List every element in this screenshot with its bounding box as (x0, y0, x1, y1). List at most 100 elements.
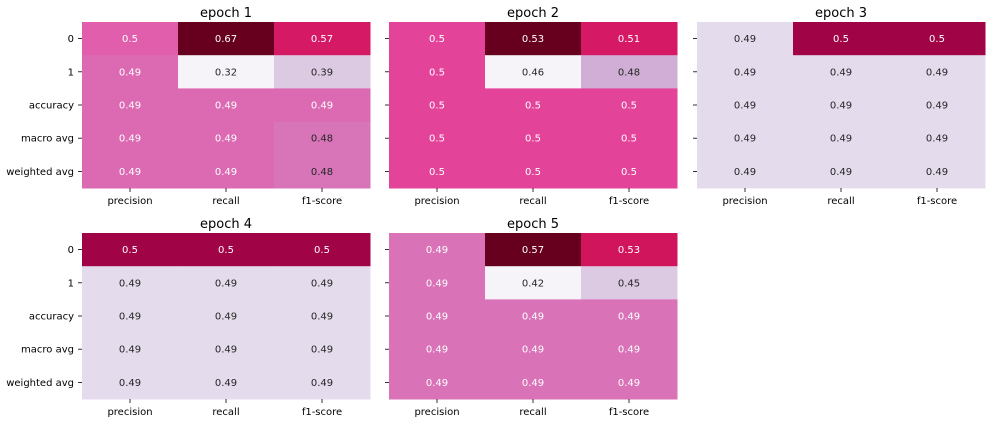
heatmap-panel: epoch 3 0.49 0.5 0.5 0.49 0.49 0.49 0.49 0.49 0.4… (693, 6, 986, 207)
cell-value-label: 0.5 (525, 101, 541, 112)
y-tick-label: macro avg (21, 345, 74, 356)
cell-value-label: 0.5 (429, 167, 445, 178)
cell-value-label: 0.5 (621, 134, 637, 145)
heatmap-cell (581, 332, 678, 367)
heatmap-cell (485, 266, 582, 300)
cell-value-label: 0.51 (618, 34, 640, 45)
heatmap-cell (485, 121, 582, 156)
heatmap-cell (485, 365, 582, 400)
cell-value-label: 0.49 (215, 167, 237, 178)
cell-value-label: 0.5 (525, 134, 541, 145)
heatmap-cell (485, 233, 582, 267)
panel-title: epoch 2 (507, 6, 559, 21)
heatmap-panel: epoch 5 0.49 0.57 0.53 0.49 0.42 0.45 0.49 0.49 0… (385, 217, 678, 418)
cell-value-label: 0.49 (618, 312, 640, 323)
cell-value-label: 0.49 (618, 345, 640, 356)
x-tick-label: recall (519, 196, 546, 207)
cell-value-label: 0.5 (833, 34, 849, 45)
cell-value-label: 0.5 (429, 67, 445, 78)
cell-value-label: 0.49 (734, 67, 756, 78)
heatmap-panel: epoch 1 0.5 0.67 0.57 0.49 0.32 0.39 0.49 0.49 0.… (6, 6, 371, 207)
cell-value-label: 0.48 (311, 134, 333, 145)
panel-title: epoch 4 (200, 217, 252, 232)
cell-value-label: 0.49 (311, 345, 333, 356)
cell-value-label: 0.49 (734, 134, 756, 145)
y-tick-label: accuracy (29, 312, 74, 323)
heatmap-cell (389, 55, 486, 89)
cell-value-label: 0.49 (215, 345, 237, 356)
heatmap-cell (697, 22, 794, 56)
cell-value-label: 0.49 (119, 278, 141, 289)
cell-value-label: 0.49 (311, 312, 333, 323)
cell-value-label: 0.49 (119, 167, 141, 178)
cell-value-label: 0.57 (311, 34, 333, 45)
heatmap-cell (889, 154, 986, 189)
heatmap-cell (274, 233, 371, 267)
cell-value-label: 0.49 (926, 134, 948, 145)
y-tick-label: accuracy (29, 101, 74, 112)
cell-value-label: 0.49 (311, 378, 333, 389)
cell-value-label: 0.42 (522, 278, 544, 289)
cell-value-label: 0.49 (830, 134, 852, 145)
cell-value-label: 0.49 (522, 312, 544, 323)
heatmap-cell (581, 55, 678, 89)
cell-value-label: 0.5 (429, 134, 445, 145)
cell-value-label: 0.49 (522, 378, 544, 389)
heatmap-cell (581, 299, 678, 334)
x-tick-label: recall (212, 407, 239, 418)
heatmap-cell (274, 55, 371, 89)
heatmap-cell (485, 332, 582, 367)
heatmap-cell (697, 154, 794, 189)
heatmap-cell (389, 233, 486, 267)
heatmap-cell (82, 121, 179, 156)
cell-value-label: 0.49 (119, 101, 141, 112)
cell-value-label: 0.49 (734, 101, 756, 112)
cell-value-label: 0.49 (926, 167, 948, 178)
cell-value-label: 0.49 (215, 312, 237, 323)
heatmap-cell (889, 121, 986, 156)
cell-value-label: 0.49 (734, 34, 756, 45)
heatmap-panel: epoch 2 0.5 0.53 0.51 0.5 0.46 0.48 0.5 0.5 0.5 0.… (385, 6, 678, 207)
cell-value-label: 0.49 (215, 378, 237, 389)
cell-value-label: 0.57 (522, 245, 544, 256)
heatmap-cell (485, 22, 582, 56)
heatmap-cell (581, 365, 678, 400)
cell-value-label: 0.49 (215, 101, 237, 112)
heatmap-cell (178, 88, 275, 123)
cell-value-label: 0.53 (618, 245, 640, 256)
x-tick-label: recall (827, 196, 854, 207)
cell-value-label: 0.5 (929, 34, 945, 45)
heatmap-cell (389, 88, 486, 123)
cell-value-label: 0.49 (119, 312, 141, 323)
cell-value-label: 0.49 (119, 378, 141, 389)
x-tick-label: precision (107, 196, 152, 207)
heatmap-cell (178, 121, 275, 156)
heatmap-cell (82, 365, 179, 400)
cell-value-label: 0.5 (314, 245, 330, 256)
cell-value-label: 0.49 (734, 167, 756, 178)
heatmap-cell (178, 365, 275, 400)
heatmap-cell (389, 332, 486, 367)
heatmap-cell (389, 299, 486, 334)
x-tick-label: f1-score (302, 407, 342, 418)
heatmap-cell (274, 88, 371, 123)
cell-value-label: 0.49 (830, 101, 852, 112)
heatmap-cell (581, 88, 678, 123)
heatmap-cell (82, 55, 179, 89)
heatmap-cell (274, 365, 371, 400)
x-tick-label: precision (722, 196, 767, 207)
heatmap-cell (178, 154, 275, 189)
heatmap-cell (389, 22, 486, 56)
heatmap-panel: epoch 4 0.5 0.5 0.5 0.49 0.49 0.49 0.49 0.49 0.49… (6, 217, 371, 418)
cell-value-label: 0.49 (426, 345, 448, 356)
panel-title: epoch 1 (200, 6, 252, 21)
cell-value-label: 0.5 (429, 34, 445, 45)
cell-value-label: 0.5 (621, 167, 637, 178)
cell-value-label: 0.5 (122, 34, 138, 45)
panel-title: epoch 5 (507, 217, 559, 232)
cell-value-label: 0.5 (429, 101, 445, 112)
heatmap-cell (697, 88, 794, 123)
heatmap-cell (178, 233, 275, 267)
cell-value-label: 0.5 (621, 101, 637, 112)
